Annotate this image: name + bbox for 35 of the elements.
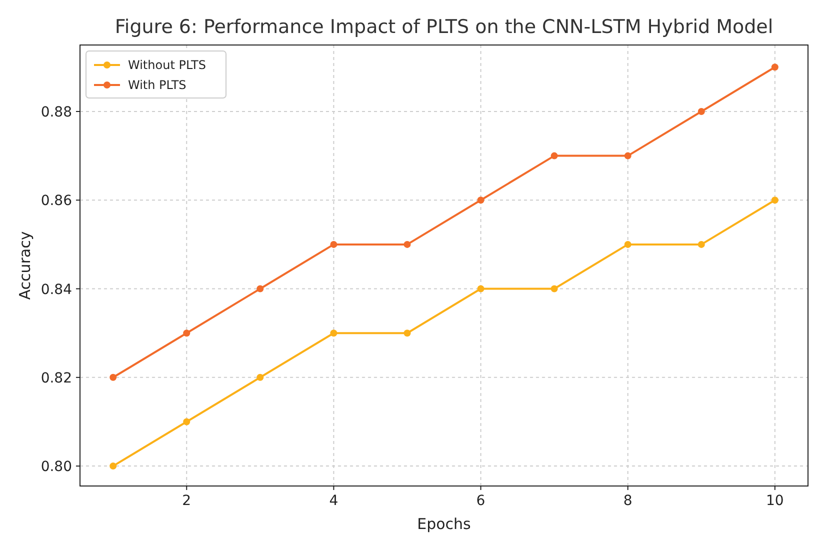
x-tick-label: 8 xyxy=(623,493,632,509)
chart-title: Figure 6: Performance Impact of PLTS on the CNN-LSTM Hybrid Model xyxy=(114,16,774,38)
point xyxy=(550,285,558,292)
point xyxy=(110,462,117,470)
point xyxy=(477,196,484,204)
point xyxy=(110,374,117,381)
point xyxy=(698,108,705,115)
x-tick-label: 2 xyxy=(182,493,192,509)
point xyxy=(771,64,778,71)
y-tick-label: 0.80 xyxy=(40,459,72,476)
y-axis-title: Accuracy xyxy=(16,231,34,300)
point xyxy=(698,240,705,248)
y-tick-label: 0.84 xyxy=(40,282,72,298)
y-tick-label: 0.88 xyxy=(40,104,72,120)
point xyxy=(256,285,264,292)
x-axis-title: Epochs xyxy=(417,515,472,533)
y-tick-label: 0.82 xyxy=(40,370,72,386)
point xyxy=(771,196,778,204)
point xyxy=(624,240,632,248)
point xyxy=(624,152,632,160)
point xyxy=(550,152,558,160)
point xyxy=(183,418,190,426)
point xyxy=(330,240,338,248)
point xyxy=(330,330,338,337)
legend-label: With PLTS xyxy=(128,78,186,92)
x-tick-label: 4 xyxy=(329,493,338,509)
y-tick-label: 0.86 xyxy=(40,193,72,210)
point xyxy=(256,374,264,381)
x-tick-label: 10 xyxy=(766,493,784,509)
point xyxy=(404,330,411,337)
point xyxy=(183,330,190,337)
x-tick-label: 6 xyxy=(476,493,486,509)
legend-label: Without PLTS xyxy=(128,58,206,72)
point xyxy=(477,285,484,292)
point xyxy=(404,240,411,248)
